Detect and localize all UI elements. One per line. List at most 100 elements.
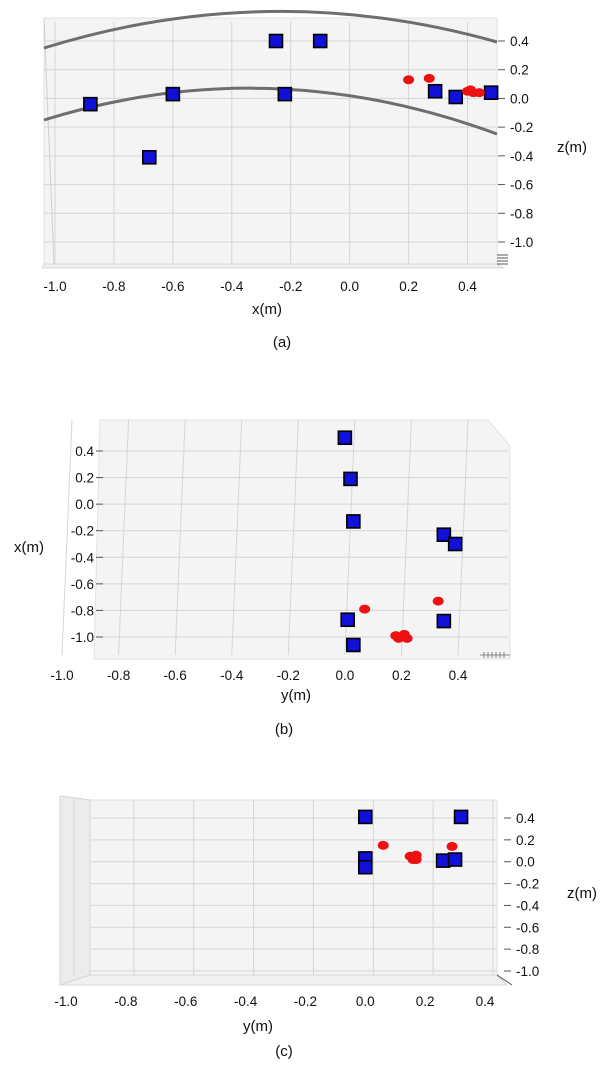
panel-a-xlabel: x(m) bbox=[252, 301, 282, 318]
tag-circle-marker bbox=[446, 841, 458, 851]
anchor-square-marker bbox=[357, 859, 373, 875]
panel-c-y-ticks: 0.4 0.2 0.0 -0.2 -0.4 -0.6 -0.8 -1.0 bbox=[504, 811, 540, 979]
tag-circle-marker bbox=[377, 840, 389, 850]
y-tick-label: 0.2 bbox=[516, 833, 535, 848]
anchor-square-marker bbox=[312, 33, 328, 49]
grid-line bbox=[174, 419, 186, 656]
panel-b-ylabel: x(m) bbox=[14, 539, 44, 556]
y-tick-label: 0.0 bbox=[75, 497, 94, 512]
x-tick-label: 0.4 bbox=[458, 279, 477, 294]
panel-a-x-ticks: -1.0 -0.8 -0.6 -0.4 -0.2 0.0 0.2 0.4 bbox=[43, 279, 477, 294]
y-tick-label: -0.4 bbox=[71, 550, 95, 565]
grid-line bbox=[287, 419, 299, 656]
y-tick-label: -0.4 bbox=[516, 898, 540, 913]
panel-a-ylabel: z(m) bbox=[557, 139, 587, 156]
anchor-square-marker bbox=[83, 96, 98, 112]
x-tick-label: -0.4 bbox=[220, 279, 244, 294]
tag-circle-marker bbox=[401, 633, 413, 643]
panel-b-x-ticks: -1.0 -0.8 -0.6 -0.4 -0.2 0.0 0.2 0.4 bbox=[50, 668, 468, 683]
anchor-square-marker bbox=[340, 612, 355, 628]
anchor-square-marker bbox=[346, 514, 361, 529]
panel-c: -1.0 -0.8 -0.6 -0.4 -0.2 0.0 0.2 0.4 0.40.20.0-… bbox=[54, 795, 597, 1060]
x-tick-label: -0.4 bbox=[234, 994, 258, 1009]
panel-c-points bbox=[357, 809, 469, 875]
tag-circle-marker bbox=[393, 633, 405, 643]
axis-tick bbox=[496, 974, 513, 986]
y-tick-label: -1.0 bbox=[510, 235, 533, 250]
plot-side-wall bbox=[59, 795, 91, 986]
x-tick-label: 0.4 bbox=[476, 994, 495, 1009]
x-tick-label: -0.6 bbox=[161, 279, 184, 294]
x-tick-label: 0.2 bbox=[416, 994, 435, 1009]
y-tick-label: -0.2 bbox=[71, 524, 94, 539]
x-tick-label: -1.0 bbox=[54, 994, 77, 1009]
anchor-square-marker bbox=[483, 85, 499, 100]
plot-wall bbox=[89, 799, 498, 976]
plot-wall bbox=[43, 17, 498, 265]
y-tick-label: 0.2 bbox=[75, 471, 94, 486]
anchor-square-marker bbox=[357, 809, 373, 825]
y-tick-label: -0.6 bbox=[516, 920, 539, 935]
panel-c-x-ticks: -1.0 -0.8 -0.6 -0.4 -0.2 0.0 0.2 0.4 bbox=[54, 994, 495, 1009]
panel-b-plot-box bbox=[61, 419, 511, 660]
anchor-square-marker bbox=[436, 527, 452, 543]
panel-c-ylabel: z(m) bbox=[567, 885, 597, 902]
x-tick-label: -0.6 bbox=[164, 668, 187, 683]
y-tick-label: -1.0 bbox=[516, 964, 539, 979]
grid-line bbox=[457, 419, 469, 656]
x-tick-label: -0.4 bbox=[220, 668, 244, 683]
anchor-square-marker bbox=[337, 430, 353, 446]
y-tick-label: -0.6 bbox=[71, 577, 94, 592]
x-tick-label: 0.4 bbox=[449, 668, 468, 683]
anchor-square-marker bbox=[436, 613, 452, 629]
y-tick-label: -0.8 bbox=[516, 942, 539, 957]
y-tick-label: 0.2 bbox=[510, 63, 529, 78]
anchor-square-marker bbox=[141, 149, 157, 165]
y-tick-label: 0.4 bbox=[510, 34, 529, 49]
y-tick-label: -0.8 bbox=[71, 603, 94, 618]
x-tick-label: -0.2 bbox=[279, 279, 302, 294]
grid-line bbox=[231, 419, 243, 656]
x-tick-label: 0.2 bbox=[399, 279, 418, 294]
anchor-square-marker bbox=[346, 637, 361, 653]
x-tick-label: -0.2 bbox=[277, 668, 300, 683]
y-tick-label: 0.4 bbox=[516, 811, 535, 826]
y-tick-label: 0.0 bbox=[510, 91, 529, 106]
panel-a-y-ticks: 0.4 0.2 0.0 -0.2 -0.4 -0.6 -0.8 -1.0 bbox=[498, 34, 534, 250]
y-tick-label: -0.2 bbox=[510, 120, 533, 135]
y-tick-label: -0.4 bbox=[510, 149, 534, 164]
x-tick-label: 0.2 bbox=[392, 668, 411, 683]
plot-wall-3d bbox=[93, 419, 511, 660]
tag-circle-marker bbox=[473, 88, 485, 98]
tag-circle-marker bbox=[359, 604, 371, 614]
anchor-square-marker bbox=[268, 33, 284, 49]
x-tick-label: -0.8 bbox=[102, 279, 125, 294]
perspective-edge bbox=[43, 17, 55, 265]
panel-c-caption: (c) bbox=[275, 1043, 293, 1060]
y-tick-label: -1.0 bbox=[71, 630, 94, 645]
x-tick-label: -0.2 bbox=[294, 994, 317, 1009]
panel-c-xlabel: y(m) bbox=[243, 1018, 273, 1035]
tag-circle-marker bbox=[423, 73, 435, 83]
anchor-square-marker bbox=[277, 86, 293, 102]
boundary-arc-top bbox=[43, 10, 498, 50]
panel-a: -1.0 -0.8 -0.6 -0.4 -0.2 0.0 0.2 0.4 0.40.20.0-… bbox=[41, 10, 587, 351]
anchor-square-marker bbox=[453, 809, 469, 825]
x-tick-label: -0.6 bbox=[174, 994, 197, 1009]
x-tick-label: 0.0 bbox=[335, 668, 354, 683]
anchor-square-marker bbox=[435, 853, 451, 868]
plot-floor bbox=[41, 263, 505, 269]
panel-a-points bbox=[83, 33, 499, 165]
x-tick-label: 0.0 bbox=[356, 994, 375, 1009]
boundary-arc-bottom bbox=[43, 86, 498, 136]
anchor-square-marker bbox=[427, 83, 443, 99]
grid-line bbox=[400, 419, 412, 656]
y-tick-label: -0.2 bbox=[516, 877, 539, 892]
anchor-square-marker bbox=[165, 86, 181, 102]
panel-b-xlabel: y(m) bbox=[281, 687, 311, 704]
anchor-square-marker bbox=[447, 536, 463, 552]
anchor-square-marker bbox=[343, 471, 358, 487]
panel-a-plot-box bbox=[41, 10, 508, 269]
anchor-square-marker bbox=[447, 852, 463, 867]
